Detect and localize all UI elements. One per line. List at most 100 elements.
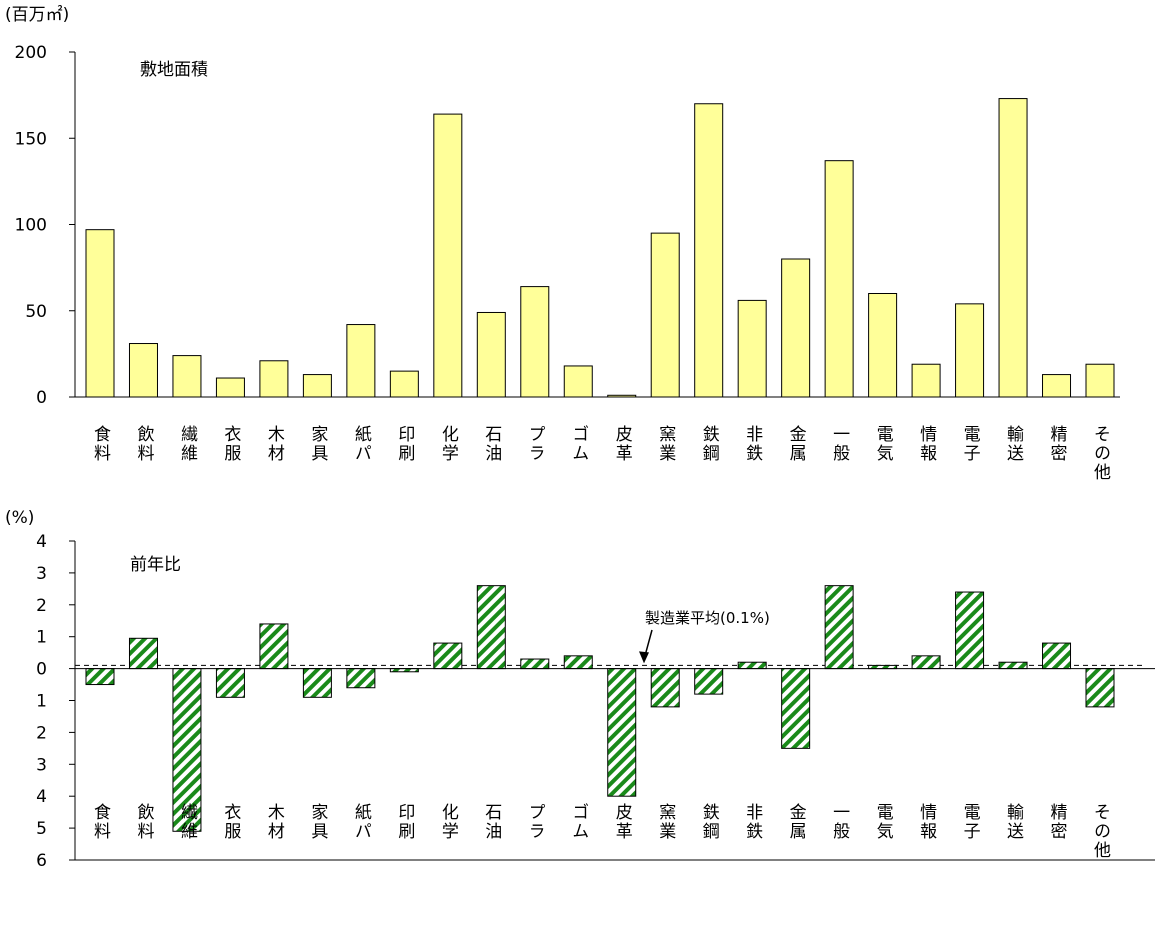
x-tick-label: 飲料 (133, 803, 154, 841)
bar (955, 591, 985, 670)
bar (737, 299, 767, 398)
bar (650, 232, 680, 398)
bar (128, 343, 158, 398)
x-tick-label: 食料 (90, 803, 111, 841)
x-tick-label: 非鉄 (742, 425, 763, 463)
y-axis-label: (%) (5, 508, 34, 528)
bar (911, 655, 941, 670)
bar (346, 668, 376, 689)
bar (520, 658, 550, 670)
bar (128, 637, 158, 670)
x-tick-label: 窯業 (655, 803, 676, 841)
x-tick-label: 家具 (307, 803, 328, 841)
x-tick-label: 輸送 (1003, 425, 1024, 463)
bar (433, 113, 463, 398)
x-tick-label: 非鉄 (742, 803, 763, 841)
x-tick-label: 繊維 (177, 803, 198, 841)
bar (955, 303, 985, 398)
bar (389, 370, 419, 398)
x-tick-label: 電気 (873, 425, 894, 463)
bar (433, 642, 463, 670)
bar (302, 374, 332, 398)
x-tick-label: 繊維 (177, 425, 198, 463)
x-tick-label: 一般 (829, 425, 850, 463)
bar (1042, 642, 1072, 670)
bar (85, 229, 115, 398)
chart-title: 前年比 (130, 555, 181, 575)
y-tick-label: 3 (36, 755, 47, 775)
x-tick-label: 鉄鋼 (699, 425, 720, 463)
x-tick-label: 一般 (829, 803, 850, 841)
x-tick-label: 紙パ (351, 803, 372, 841)
bar (259, 623, 289, 670)
bar (259, 360, 289, 398)
x-tick-label: 窯業 (655, 425, 676, 463)
reference-label: 製造業平均(0.1%) (645, 609, 770, 627)
y-tick-label: 3 (36, 564, 47, 584)
x-tick-label: 衣服 (220, 803, 241, 841)
y-tick-label: 200 (15, 43, 47, 63)
bar (215, 668, 245, 698)
x-tick-label: 皮革 (612, 803, 633, 841)
bar (694, 103, 724, 398)
y-axis-label: (百万㎡) (5, 5, 69, 25)
bar (476, 311, 506, 398)
y-tick-label: 2 (36, 596, 47, 616)
bar (1085, 668, 1115, 708)
bar (1085, 363, 1115, 398)
y-tick-label: 150 (15, 129, 47, 149)
x-tick-label: 電子 (960, 425, 981, 463)
x-tick-label: 化学 (438, 803, 459, 841)
x-tick-label: プラ (525, 803, 545, 841)
x-tick-label: 情報 (916, 425, 937, 463)
x-tick-label: 化学 (438, 425, 459, 463)
bar (911, 363, 941, 398)
x-tick-label: ゴム (568, 803, 588, 841)
x-tick-label: 木材 (264, 425, 285, 463)
y-tick-label: 1 (36, 692, 47, 712)
x-tick-label: 食料 (90, 425, 111, 463)
bar (1042, 374, 1072, 398)
x-tick-label: その他 (1090, 425, 1111, 482)
bar (737, 661, 767, 670)
bar (998, 661, 1028, 670)
annotation-arrowhead (639, 651, 649, 664)
bar (607, 668, 637, 797)
y-tick-label: 5 (36, 819, 47, 839)
bar (824, 585, 854, 670)
bar (215, 377, 245, 398)
x-tick-label: 鉄鋼 (699, 803, 720, 841)
bar (476, 585, 506, 670)
bar (302, 668, 332, 698)
x-tick-label: 石油 (481, 425, 502, 463)
y-tick-label: 1 (36, 628, 47, 648)
y-tick-label: 6 (36, 851, 47, 871)
x-tick-label: 電子 (960, 803, 981, 841)
x-tick-label: その他 (1090, 803, 1111, 860)
bar (694, 668, 724, 695)
x-tick-label: 情報 (916, 803, 937, 841)
x-tick-label: プラ (525, 425, 545, 463)
x-tick-label: 木材 (264, 803, 285, 841)
x-tick-label: 電気 (873, 803, 894, 841)
x-tick-label: 家具 (307, 425, 328, 463)
bar (781, 258, 811, 398)
x-tick-label: 精密 (1047, 425, 1068, 463)
y-tick-label: 0 (36, 388, 47, 408)
bar (868, 293, 898, 398)
y-tick-label: 2 (36, 723, 47, 743)
x-tick-label: ゴム (568, 425, 588, 463)
chart-title: 敷地面積 (140, 60, 208, 80)
x-tick-label: 金属 (786, 803, 807, 841)
x-tick-label: 飲料 (133, 425, 154, 463)
bar (520, 286, 550, 398)
x-tick-label: 金属 (786, 425, 807, 463)
x-tick-label: 石油 (481, 803, 502, 841)
x-tick-label: 輸送 (1003, 803, 1024, 841)
y-tick-label: 0 (36, 660, 47, 680)
x-tick-label: 印刷 (394, 803, 415, 841)
bar (563, 655, 593, 670)
bar (824, 160, 854, 398)
y-tick-label: 4 (36, 787, 47, 807)
